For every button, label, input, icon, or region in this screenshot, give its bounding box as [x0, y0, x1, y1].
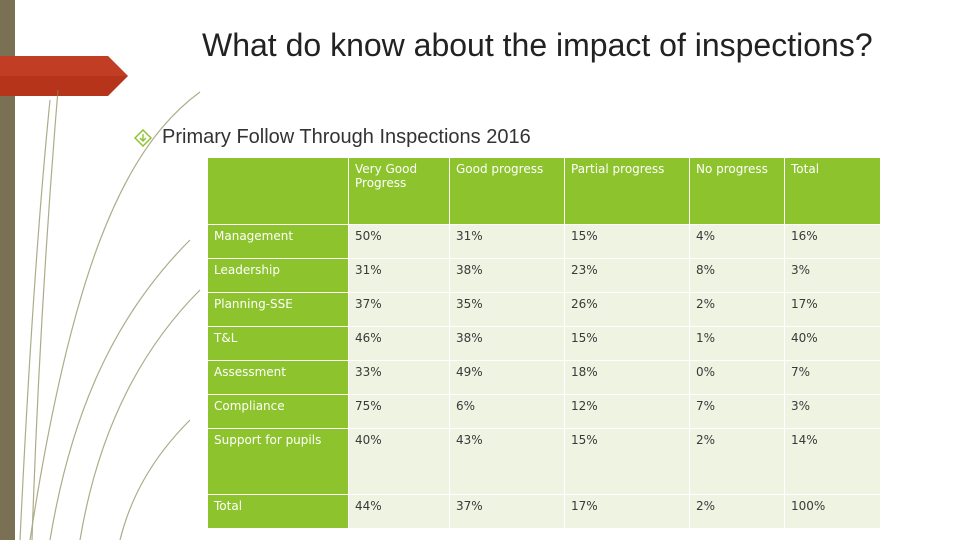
- table-cell: 1%: [689, 326, 785, 361]
- table-row: Compliance 75% 6% 12% 7% 3%: [207, 394, 881, 429]
- table-cell: 0%: [689, 360, 785, 395]
- table-cell: 40%: [348, 428, 450, 495]
- table-cell: 15%: [564, 224, 690, 259]
- table-row: Leadership 31% 38% 23% 8% 3%: [207, 258, 881, 293]
- table-cell: 3%: [784, 258, 881, 293]
- table-cell: 15%: [564, 326, 690, 361]
- table-cell: 40%: [784, 326, 881, 361]
- table-cell: 100%: [784, 494, 881, 529]
- table-cell: 6%: [449, 394, 565, 429]
- table-row: T&L 46% 38% 15% 1% 40%: [207, 326, 881, 361]
- table-cell: 17%: [564, 494, 690, 529]
- diamond-arrow-icon: [134, 128, 152, 147]
- table-cell: 75%: [348, 394, 450, 429]
- table-cell: 43%: [449, 428, 565, 495]
- table-cell: 26%: [564, 292, 690, 327]
- table-cell: 44%: [348, 494, 450, 529]
- table-cell: 7%: [784, 360, 881, 395]
- table-cell: 12%: [564, 394, 690, 429]
- table-cell: 50%: [348, 224, 450, 259]
- row-label: Total: [207, 494, 349, 529]
- table-header-cell: No progress: [689, 157, 785, 225]
- table-row: Support for pupils 40% 43% 15% 2% 14%: [207, 428, 881, 495]
- table-cell: 18%: [564, 360, 690, 395]
- table-row: Assessment 33% 49% 18% 0% 7%: [207, 360, 881, 395]
- table-cell: 38%: [449, 258, 565, 293]
- table-cell: 2%: [689, 494, 785, 529]
- bullet-item: Primary Follow Through Inspections 2016: [134, 126, 531, 149]
- inspection-table: Very Good Progress Good progress Partial…: [207, 157, 881, 529]
- table-cell: 8%: [689, 258, 785, 293]
- table-total-row: Total 44% 37% 17% 2% 100%: [207, 494, 881, 529]
- slide-title: What do know about the impact of inspect…: [202, 27, 873, 63]
- row-label: Planning-SSE: [207, 292, 349, 327]
- table-cell: 37%: [348, 292, 450, 327]
- table-cell: 16%: [784, 224, 881, 259]
- bullet-text: Primary Follow Through Inspections 2016: [162, 126, 531, 148]
- table-row: Management 50% 31% 15% 4% 16%: [207, 224, 881, 259]
- table-cell: 3%: [784, 394, 881, 429]
- table-cell: 2%: [689, 428, 785, 495]
- table-cell: 23%: [564, 258, 690, 293]
- table-header-cell: Total: [784, 157, 881, 225]
- table-cell: 31%: [348, 258, 450, 293]
- table-row: Planning-SSE 37% 35% 26% 2% 17%: [207, 292, 881, 327]
- table-cell: 49%: [449, 360, 565, 395]
- table-header-cell: Good progress: [449, 157, 565, 225]
- table-cell: 37%: [449, 494, 565, 529]
- row-label: T&L: [207, 326, 349, 361]
- row-label: Support for pupils: [207, 428, 349, 495]
- table-cell: 17%: [784, 292, 881, 327]
- table-header-cell: Very Good Progress: [348, 157, 450, 225]
- red-arrow-tab: [0, 56, 128, 96]
- table-header-cell: Partial progress: [564, 157, 690, 225]
- left-accent-bar: [0, 0, 15, 540]
- row-label: Management: [207, 224, 349, 259]
- table-header-row: Very Good Progress Good progress Partial…: [207, 157, 881, 225]
- table-cell: 35%: [449, 292, 565, 327]
- row-label: Assessment: [207, 360, 349, 395]
- table-cell: 46%: [348, 326, 450, 361]
- table-cell: 15%: [564, 428, 690, 495]
- row-label: Compliance: [207, 394, 349, 429]
- table-cell: 7%: [689, 394, 785, 429]
- table-cell: 4%: [689, 224, 785, 259]
- table-header-cell: [207, 157, 349, 225]
- table-cell: 33%: [348, 360, 450, 395]
- row-label: Leadership: [207, 258, 349, 293]
- table-cell: 14%: [784, 428, 881, 495]
- table-cell: 2%: [689, 292, 785, 327]
- table-cell: 31%: [449, 224, 565, 259]
- table-cell: 38%: [449, 326, 565, 361]
